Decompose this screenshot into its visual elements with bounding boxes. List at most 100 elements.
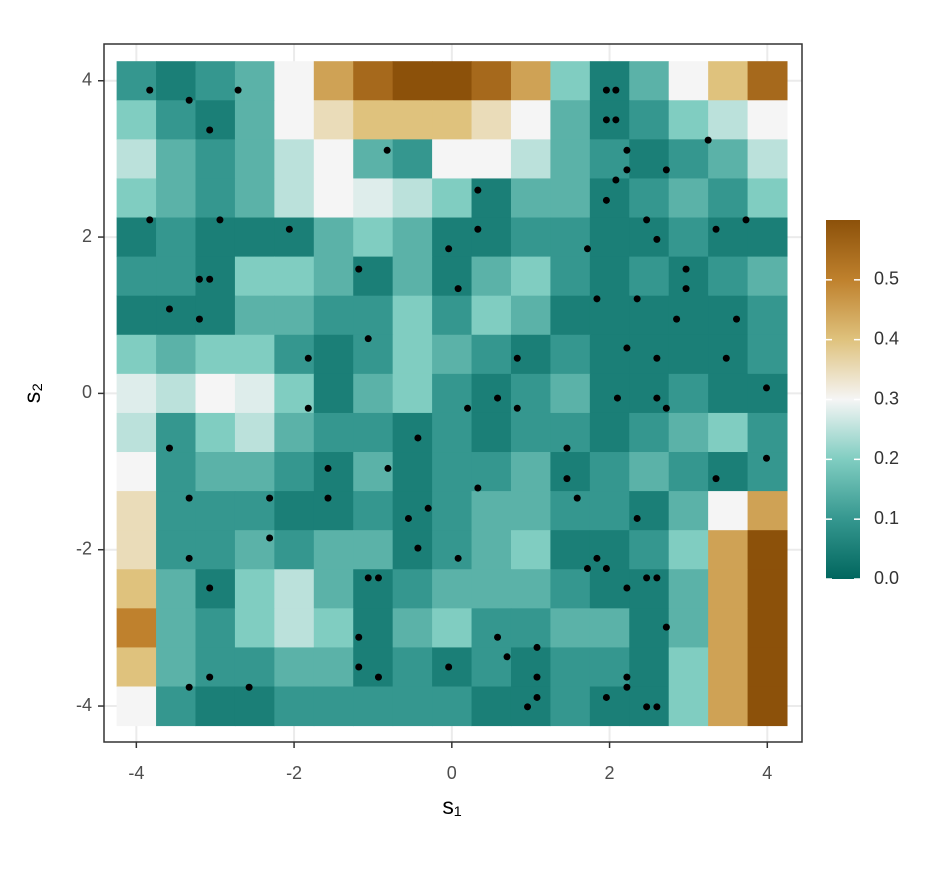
heatmap-cell: [471, 100, 512, 140]
heatmap-cell: [234, 686, 275, 727]
heatmap-cell: [747, 256, 788, 297]
heatmap-cell: [629, 569, 670, 609]
data-point: [424, 504, 432, 512]
heatmap-cell: [156, 100, 196, 140]
colorbar-label: 0.1: [874, 508, 899, 528]
heatmap-cell: [708, 491, 749, 531]
heatmap-cell: [156, 139, 196, 179]
heatmap-cell: [471, 569, 512, 609]
heatmap-cell: [629, 530, 670, 570]
heatmap-cell: [116, 61, 157, 101]
data-point: [563, 475, 571, 483]
heatmap-cell: [274, 178, 315, 219]
heatmap-cell: [510, 334, 551, 375]
data-point: [364, 335, 372, 343]
heatmap-cell: [747, 100, 788, 140]
heatmap-cell: [432, 530, 473, 570]
heatmap-cell: [510, 608, 551, 648]
heatmap-cell: [589, 178, 630, 219]
y-tick-label: 0: [82, 382, 92, 402]
data-point: [185, 96, 193, 104]
data-point: [612, 176, 620, 184]
data-point: [374, 574, 382, 582]
heatmap-cell: [156, 217, 196, 258]
data-point: [414, 544, 422, 552]
heatmap-cell: [471, 608, 512, 648]
data-point: [682, 265, 690, 273]
heatmap-cell: [510, 217, 551, 258]
heatmap-cell: [629, 139, 670, 179]
heatmap-cell: [668, 334, 709, 375]
heatmap-cell: [353, 608, 394, 648]
heatmap-cell: [668, 491, 709, 531]
data-point: [612, 86, 620, 94]
data-point: [573, 494, 581, 502]
heatmap-cell: [195, 373, 236, 414]
heatmap-cell: [313, 491, 354, 531]
heatmap-cell: [234, 373, 275, 414]
data-point: [414, 434, 422, 442]
data-point: [763, 384, 771, 392]
heatmap-cell: [550, 569, 591, 609]
heatmap-cell: [156, 608, 196, 648]
data-point: [653, 703, 661, 711]
heatmap-cell: [392, 139, 433, 179]
heatmap-cell: [708, 412, 749, 453]
heatmap-cell: [629, 647, 670, 688]
heatmap-cell: [589, 256, 630, 297]
heatmap-cell: [313, 61, 354, 101]
data-point: [653, 235, 661, 243]
data-point: [602, 564, 610, 572]
heatmap-cell: [471, 491, 512, 531]
heatmap-cell: [510, 412, 551, 453]
data-point: [623, 344, 631, 352]
data-point: [623, 146, 631, 154]
data-point: [146, 216, 154, 224]
heatmap-cell: [353, 100, 394, 140]
x-axis-title: s₁: [442, 793, 462, 819]
data-point: [146, 86, 154, 94]
heatmap-cell: [629, 608, 670, 648]
heatmap-cell: [668, 61, 709, 101]
heatmap-cell: [432, 452, 473, 492]
data-point: [285, 225, 293, 233]
heatmap-cell: [195, 178, 236, 219]
heatmap-cell: [668, 530, 709, 570]
data-point: [165, 305, 173, 313]
data-point: [206, 126, 214, 134]
data-point: [513, 354, 521, 362]
heatmap-cell: [313, 530, 354, 570]
heatmap-cell: [195, 569, 236, 609]
data-point: [643, 703, 651, 711]
heatmap-cell: [550, 100, 591, 140]
heatmap-cell: [116, 178, 157, 219]
heatmap-cell: [471, 686, 512, 727]
heatmap-cell: [589, 647, 630, 688]
heatmap-cell: [550, 178, 591, 219]
x-tick-label: -2: [286, 763, 302, 783]
heatmap-cell: [195, 100, 236, 140]
heatmap-cell: [747, 178, 788, 219]
data-point: [474, 225, 482, 233]
heatmap-cell: [116, 256, 157, 297]
heatmap-cell: [708, 452, 749, 492]
heatmap-cell: [510, 178, 551, 219]
heatmap-cell: [589, 686, 630, 727]
heatmap-cell: [274, 139, 315, 179]
heatmap-cell: [589, 452, 630, 492]
data-point: [623, 673, 631, 681]
heatmap-cell: [550, 686, 591, 727]
heatmap-cell: [668, 608, 709, 648]
heatmap-cell: [392, 530, 433, 570]
y-tick-label: 4: [82, 69, 92, 89]
data-point: [682, 285, 690, 293]
heatmap-cell: [432, 334, 473, 375]
heatmap-cell: [510, 647, 551, 688]
heatmap-cell: [471, 178, 512, 219]
heatmap-cell: [747, 686, 788, 727]
heatmap-cell: [353, 334, 394, 375]
heatmap-cell: [708, 256, 749, 297]
data-point: [653, 574, 661, 582]
heatmap-cell: [708, 100, 749, 140]
